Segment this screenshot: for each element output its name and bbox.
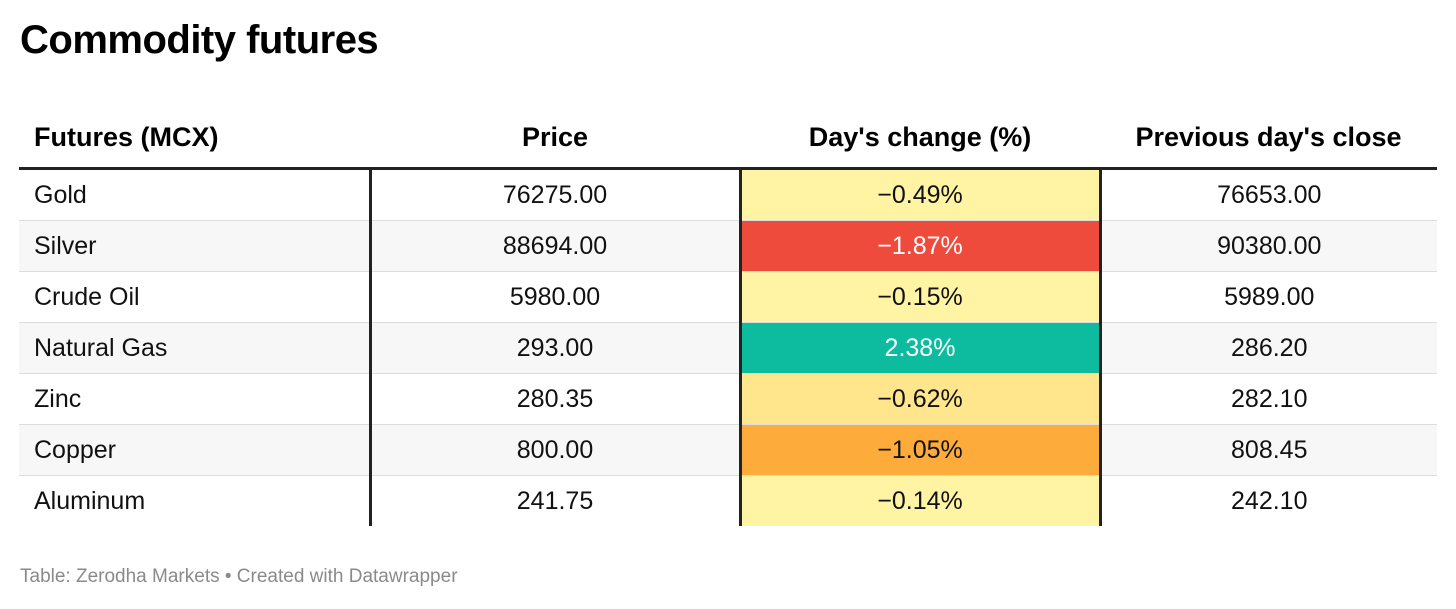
commodity-futures-table: Futures (MCX) Price Day's change (%) Pre… (19, 108, 1437, 526)
table-body: Gold 76275.00 −0.49% 76653.00 Silver 886… (19, 168, 1437, 526)
cell-price: 293.00 (368, 322, 740, 374)
cell-days-change: −0.15% (738, 271, 1100, 323)
cell-price: 5980.00 (368, 271, 740, 323)
cell-previous-close: 808.45 (1098, 424, 1437, 476)
cell-previous-close: 5989.00 (1098, 271, 1437, 323)
cell-price: 280.35 (368, 373, 740, 425)
cell-previous-close: 286.20 (1098, 322, 1437, 374)
cell-previous-close: 90380.00 (1098, 220, 1437, 272)
cell-futures-name: Aluminum (19, 475, 370, 526)
cell-futures-name: Crude Oil (19, 271, 370, 323)
table-row: Natural Gas 293.00 2.38% 286.20 (19, 322, 1437, 374)
cell-days-change: 2.38% (738, 322, 1100, 374)
cell-price: 88694.00 (368, 220, 740, 272)
column-header-previous-close[interactable]: Previous day's close (1100, 108, 1437, 170)
cell-price: 241.75 (368, 475, 740, 526)
cell-futures-name: Zinc (19, 373, 370, 425)
table-header-row: Futures (MCX) Price Day's change (%) Pre… (19, 108, 1437, 170)
cell-price: 800.00 (368, 424, 740, 476)
cell-days-change: −1.87% (738, 220, 1100, 272)
cell-days-change: −0.62% (738, 373, 1100, 425)
cell-previous-close: 242.10 (1098, 475, 1437, 526)
column-header-futures[interactable]: Futures (MCX) (19, 108, 370, 170)
table-row: Copper 800.00 −1.05% 808.45 (19, 424, 1437, 476)
cell-previous-close: 282.10 (1098, 373, 1437, 425)
column-header-days-change[interactable]: Day's change (%) (740, 108, 1100, 170)
source-footer: Table: Zerodha Markets • Created with Da… (20, 566, 458, 587)
cell-days-change: −0.49% (738, 168, 1100, 221)
table-row: Gold 76275.00 −0.49% 76653.00 (19, 168, 1437, 221)
cell-days-change: −0.14% (738, 475, 1100, 526)
cell-futures-name: Copper (19, 424, 370, 476)
cell-futures-name: Silver (19, 220, 370, 272)
cell-futures-name: Natural Gas (19, 322, 370, 374)
cell-days-change: −1.05% (738, 424, 1100, 476)
table-row: Aluminum 241.75 −0.14% 242.10 (19, 475, 1437, 526)
table-row: Silver 88694.00 −1.87% 90380.00 (19, 220, 1437, 272)
table-row: Zinc 280.35 −0.62% 282.10 (19, 373, 1437, 425)
cell-price: 76275.00 (368, 168, 740, 221)
cell-previous-close: 76653.00 (1098, 168, 1437, 221)
column-header-price[interactable]: Price (370, 108, 740, 170)
page-title: Commodity futures (20, 18, 379, 62)
table-row: Crude Oil 5980.00 −0.15% 5989.00 (19, 271, 1437, 323)
cell-futures-name: Gold (19, 168, 370, 221)
